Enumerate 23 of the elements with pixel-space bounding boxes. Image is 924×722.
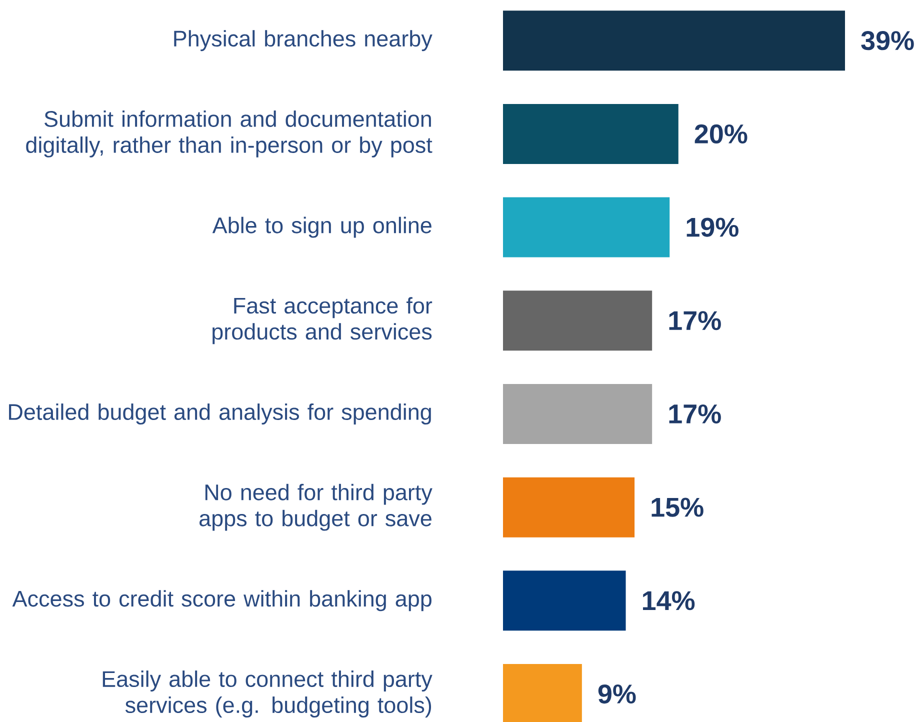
bar: [503, 104, 678, 164]
y-tick-label: Able to sign up online: [212, 216, 432, 238]
data-label: 17%: [669, 404, 721, 424]
y-tick-label: Easily able to connect third party services (e.g. budgeting tools): [102, 670, 432, 718]
bar: [503, 384, 652, 444]
data-label: 17%: [669, 311, 721, 330]
data-label: 14%: [642, 591, 695, 610]
bar: [503, 10, 845, 71]
bar: [503, 477, 635, 538]
data-label: 15%: [652, 498, 704, 517]
bar: [503, 197, 670, 258]
data-label: 9%: [598, 684, 636, 704]
y-tick-label: Fast acceptance for products and services: [212, 297, 432, 344]
bar: [503, 290, 652, 351]
y-tick-label: Submit information and documentation digitally, rather than in-person or by post: [26, 110, 432, 158]
y-tick-label: Access to credit score within banking app: [12, 590, 432, 612]
data-label: 39%: [861, 31, 914, 50]
data-label: 19%: [686, 218, 738, 237]
bar: [503, 570, 626, 631]
y-tick-label: No need for third party apps to budget or save: [200, 484, 432, 531]
y-tick-label: Detailed budget and analysis for spending: [9, 403, 431, 424]
data-label: 20%: [694, 124, 748, 144]
y-tick-label: Physical branches nearby: [174, 30, 432, 52]
